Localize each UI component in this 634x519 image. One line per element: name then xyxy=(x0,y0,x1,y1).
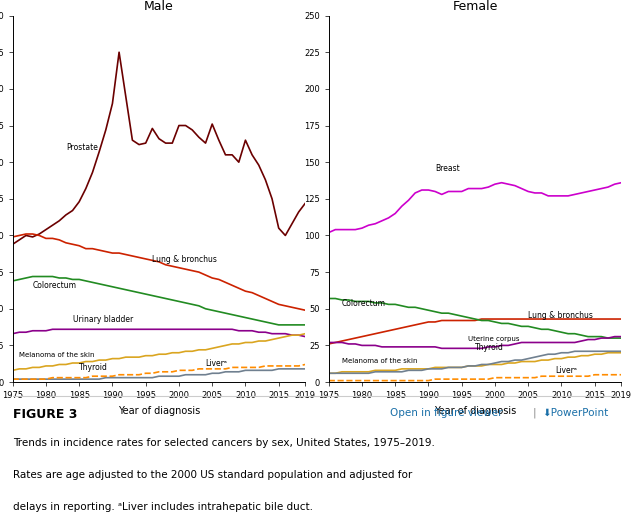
Text: Colorectum: Colorectum xyxy=(342,299,386,308)
Text: Liverᵃ: Liverᵃ xyxy=(205,359,228,368)
Text: Melanoma of the skin: Melanoma of the skin xyxy=(342,358,418,364)
Text: Prostate: Prostate xyxy=(66,143,98,153)
X-axis label: Year of diagnosis: Year of diagnosis xyxy=(118,406,200,416)
Text: Open in figure viewer: Open in figure viewer xyxy=(390,408,503,418)
Text: Breast: Breast xyxy=(435,164,460,173)
Text: Urinary bladder: Urinary bladder xyxy=(72,315,133,324)
Text: |: | xyxy=(533,408,537,418)
X-axis label: Year of diagnosis: Year of diagnosis xyxy=(434,406,516,416)
Title: Female: Female xyxy=(452,0,498,13)
Text: Lung & bronchus: Lung & bronchus xyxy=(528,310,593,320)
Text: ⬇PowerPoint: ⬇PowerPoint xyxy=(542,408,609,418)
Text: delays in reporting. ᵃLiver includes intrahepatic bile duct.: delays in reporting. ᵃLiver includes int… xyxy=(13,502,313,512)
Text: Trends in incidence rates for selected cancers by sex, United States, 1975–2019.: Trends in incidence rates for selected c… xyxy=(13,438,434,447)
Text: Colorectum: Colorectum xyxy=(32,281,77,290)
Title: Male: Male xyxy=(144,0,174,13)
Text: FIGURE 3: FIGURE 3 xyxy=(13,408,77,421)
Text: Rates are age adjusted to the 2000 US standard population and adjusted for: Rates are age adjusted to the 2000 US st… xyxy=(13,470,412,480)
Text: Lung & bronchus: Lung & bronchus xyxy=(152,255,217,264)
Text: Melanoma of the skin: Melanoma of the skin xyxy=(19,352,95,358)
Text: Uterine corpus: Uterine corpus xyxy=(469,336,520,342)
Text: Liverᵃ: Liverᵃ xyxy=(555,366,577,375)
Text: Thyroid: Thyroid xyxy=(475,343,504,352)
Text: Thyroid: Thyroid xyxy=(79,363,108,372)
